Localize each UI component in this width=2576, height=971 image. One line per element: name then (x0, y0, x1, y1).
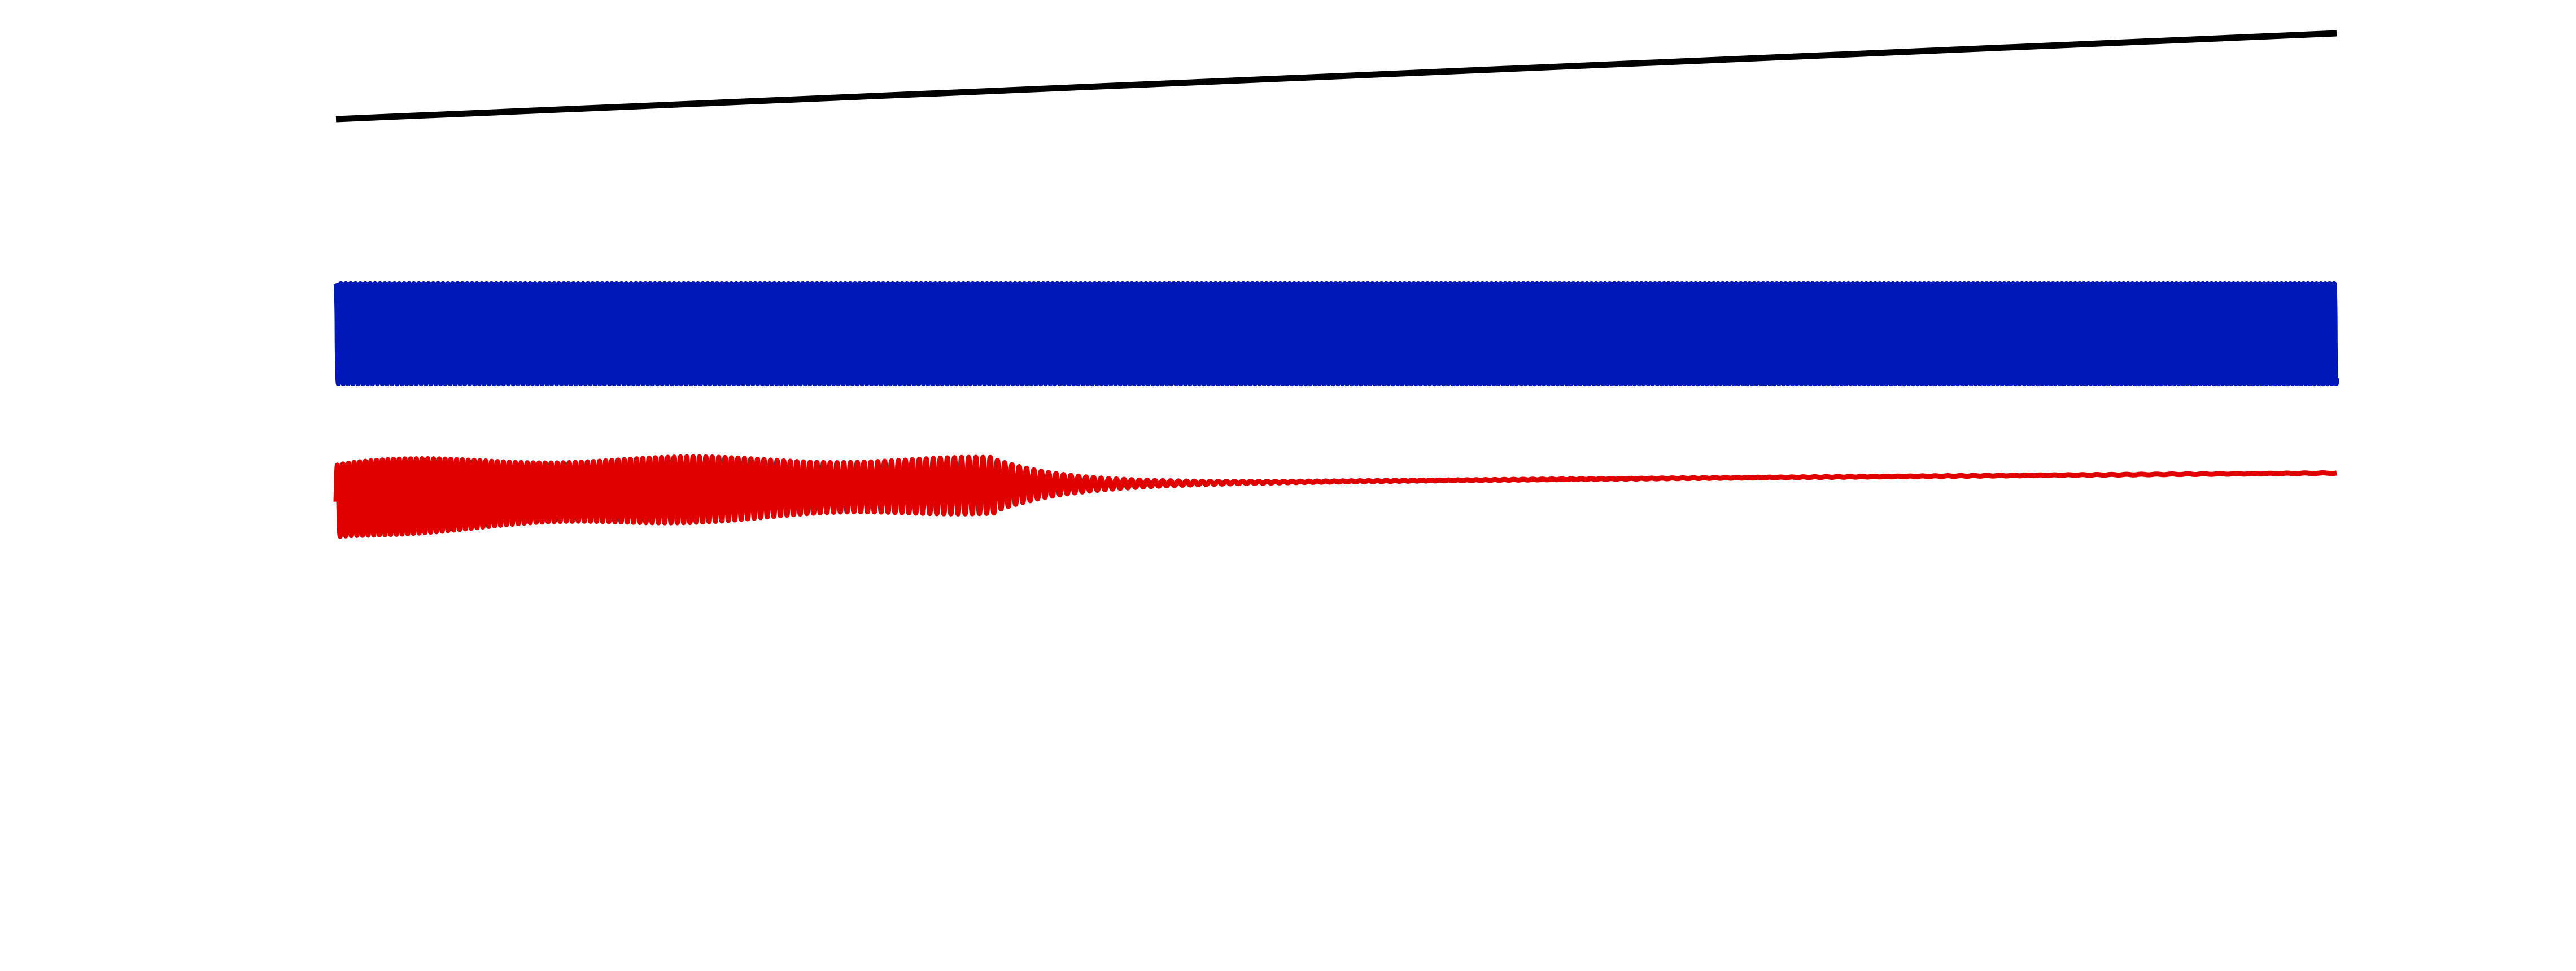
series-ramp-line (335, 30, 2337, 123)
series-decaying-oscillation-line (333, 454, 2339, 539)
series-layer (333, 30, 2339, 539)
series-oscillation-line (333, 281, 2339, 387)
